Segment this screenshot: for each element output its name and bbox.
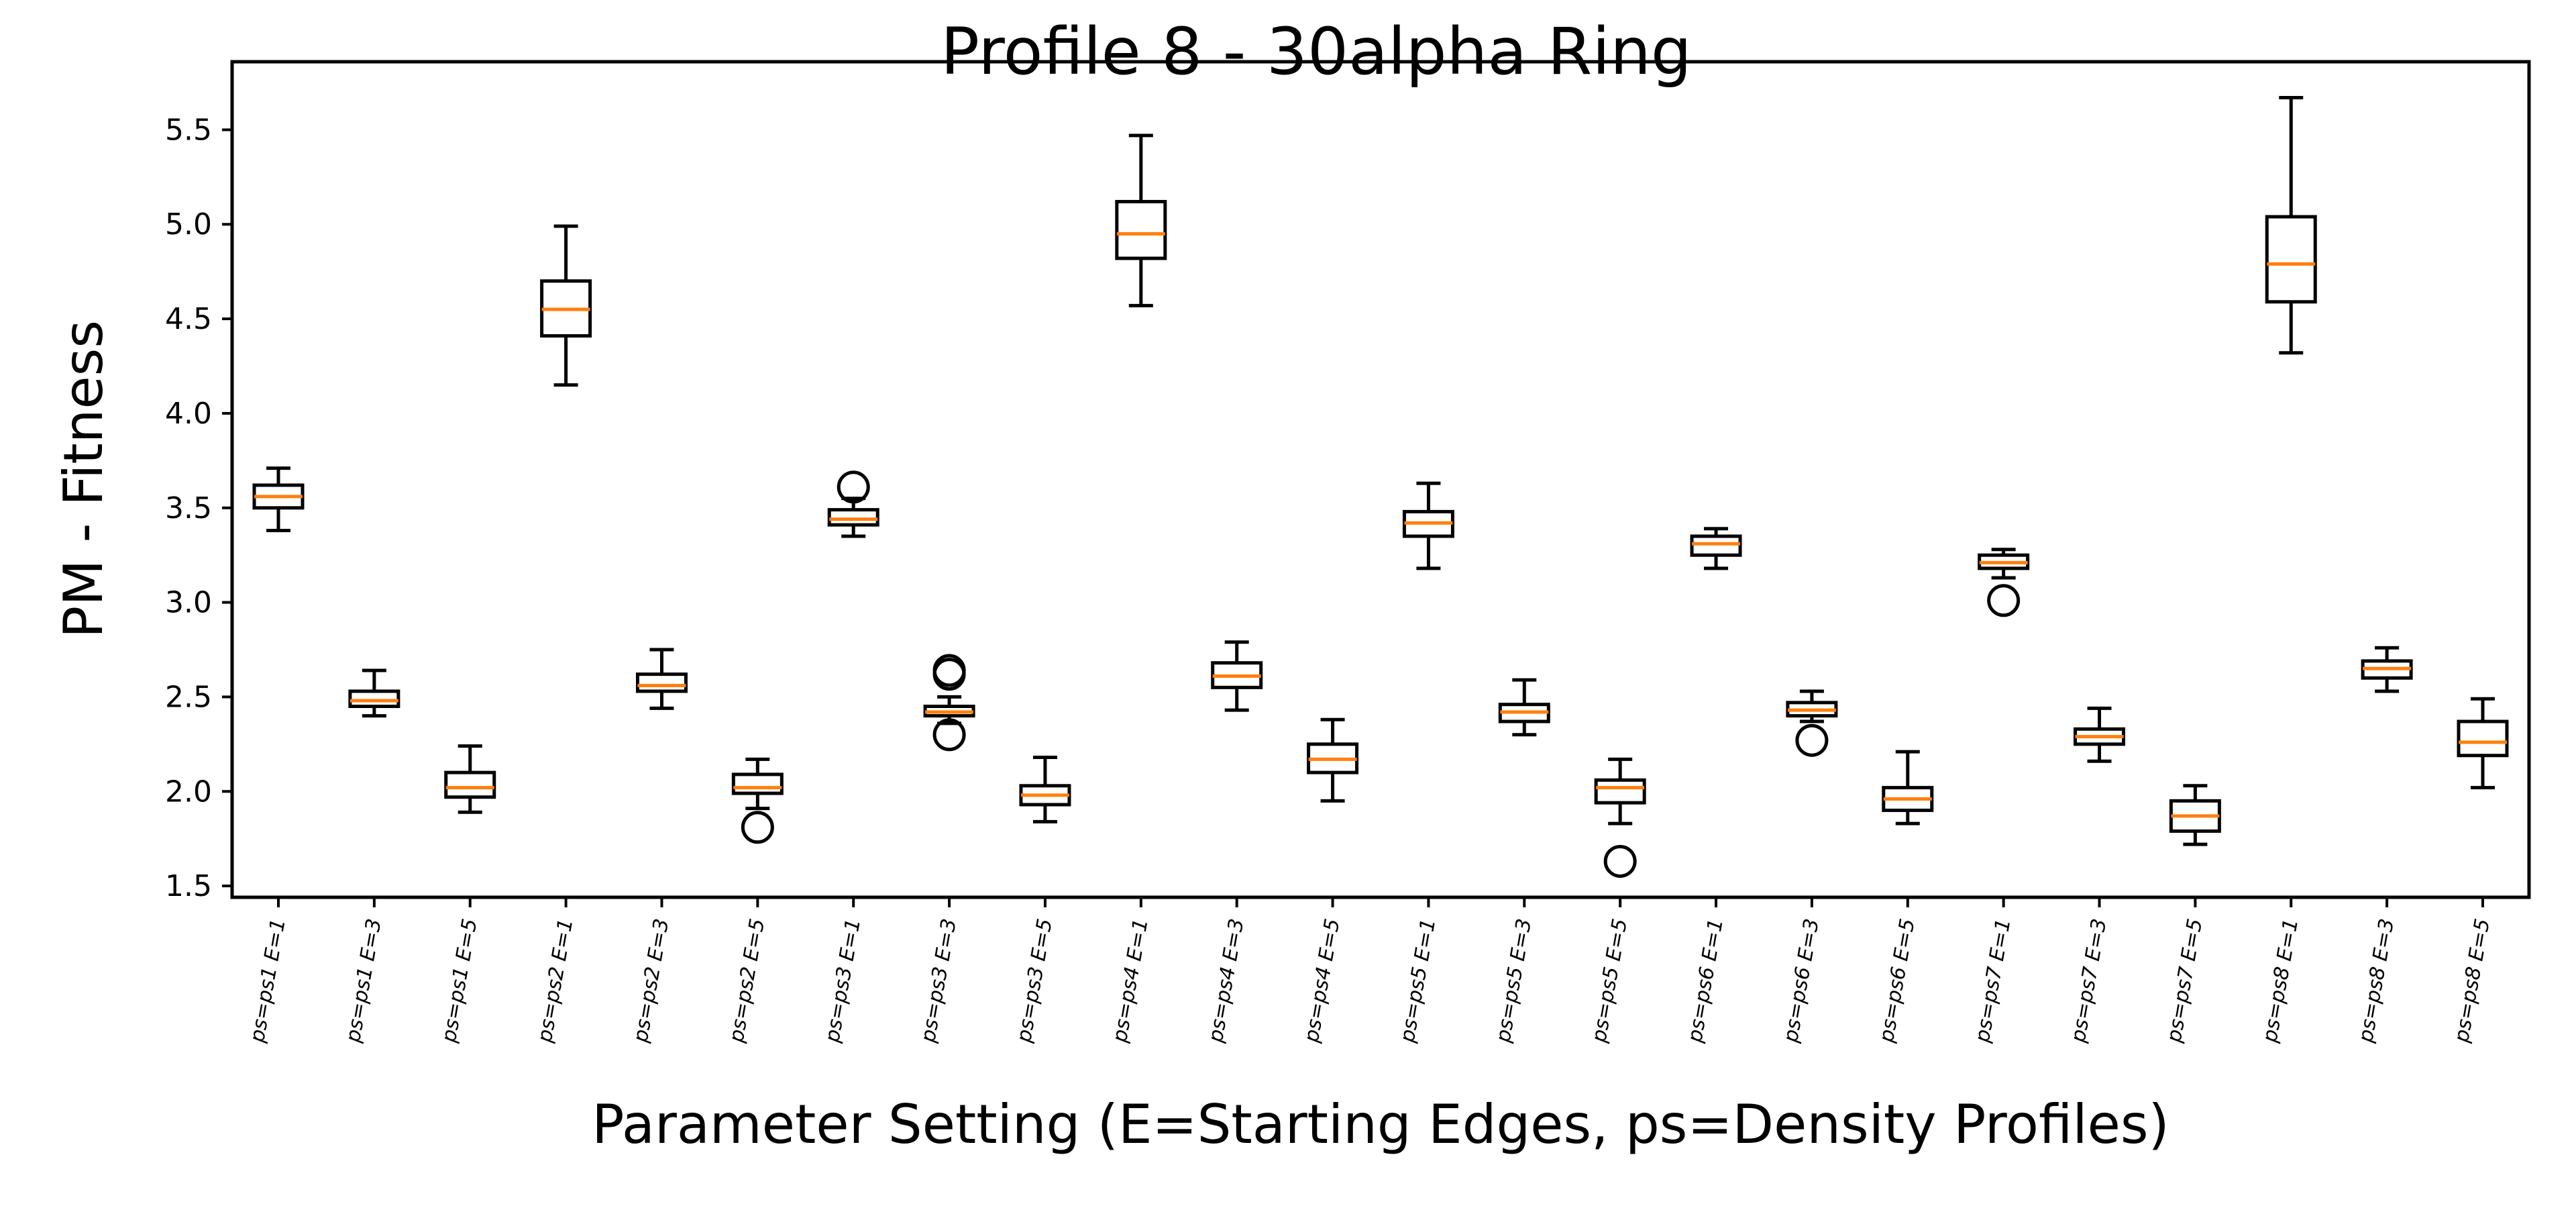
outlier-point: [837, 470, 870, 504]
x-axis-label: Parameter Setting (E=Starting Edges, ps=…: [592, 1093, 2169, 1156]
box-ps-ps8-e-5: [2457, 697, 2509, 790]
x-tick-label: ps=ps1 E=5: [437, 917, 482, 1045]
box-ps-ps5-e-5: [1594, 757, 1646, 878]
box-ps-ps5-e-1: [1402, 481, 1454, 570]
box-ps-ps3-e-5: [1019, 756, 1071, 823]
box-body: [827, 508, 879, 527]
box-body: [1115, 199, 1167, 260]
x-tick-label: ps=ps6 E=3: [1779, 917, 1824, 1045]
y-tick-label: 5.5: [165, 113, 212, 147]
box-body: [2457, 719, 2509, 758]
box-ps-ps1-e-1: [252, 466, 305, 533]
x-tick-label: ps=ps6 E=1: [1683, 917, 1728, 1045]
box-ps-ps1-e-3: [348, 668, 400, 718]
x-tick-label: ps=ps5 E=5: [1587, 917, 1632, 1045]
chart-marks: [252, 96, 2509, 878]
outlier-point: [932, 654, 966, 687]
box-ps-ps4-e-3: [1211, 640, 1263, 712]
box-body: [444, 770, 496, 799]
y-tick-label: 5.0: [165, 207, 212, 242]
box-body: [2265, 215, 2317, 304]
x-tick-label: ps=ps6 E=5: [1875, 917, 1920, 1045]
box-body: [635, 672, 688, 693]
x-tick-label: ps=ps3 E=5: [1012, 917, 1057, 1045]
x-tick-label: ps=ps5 E=3: [1491, 917, 1536, 1045]
x-tick-label: ps=ps1 E=1: [246, 917, 290, 1045]
y-tick-label: 2.5: [165, 680, 212, 714]
box-ps-ps3-e-1: [827, 470, 879, 538]
chart-title: Profile 8 - 30alpha Ring: [941, 14, 1692, 89]
x-tick-label: ps=ps7 E=3: [2066, 917, 2111, 1045]
box-ps-ps8-e-3: [2361, 646, 2413, 693]
x-tick-label: ps=ps2 E=1: [533, 917, 578, 1045]
box-ps-ps1-e-5: [444, 744, 496, 814]
outlier-point: [1795, 723, 1829, 757]
y-tick-label: 3.0: [165, 586, 212, 620]
x-tick-label: ps=ps1 E=3: [341, 917, 386, 1045]
box-body: [1594, 778, 1646, 805]
box-ps-ps7-e-3: [2074, 706, 2126, 763]
outlier-point: [1987, 584, 2021, 617]
x-tick-label: ps=ps3 E=1: [820, 917, 865, 1045]
y-tick-label: 4.5: [165, 302, 212, 336]
x-tick-label: ps=ps3 E=3: [916, 917, 961, 1045]
x-tick-label: ps=ps2 E=5: [724, 917, 769, 1045]
box-body: [1690, 534, 1742, 557]
box-ps-ps5-e-3: [1498, 678, 1550, 737]
outlier-point: [1603, 844, 1637, 878]
x-tick-label: ps=ps7 E=5: [2162, 917, 2207, 1045]
x-tick-label: ps=ps8 E=3: [2354, 917, 2399, 1045]
x-axis: ps=ps1 E=1 ps=ps1 E=3 ps=ps1 E=5 ps=ps2 E=1…: [246, 897, 2495, 1045]
x-tick-label: ps=ps8 E=5: [2450, 917, 2495, 1045]
y-axis-label: PM - Fitness: [52, 320, 115, 638]
box-ps-ps4-e-5: [1307, 717, 1359, 803]
y-tick-label: 4.0: [165, 397, 212, 431]
box-ps-ps2-e-1: [540, 224, 592, 387]
plot-frame: [230, 60, 2531, 899]
x-tick-label: ps=ps5 E=1: [1395, 917, 1440, 1045]
x-tick-label: ps=ps4 E=1: [1108, 917, 1153, 1045]
y-axis: 1.5 2.0 2.5 3.0 3.5 4.0 4.5 5.0 5.5: [165, 113, 232, 903]
outlier-point: [741, 811, 774, 844]
box-ps-ps2-e-5: [731, 757, 784, 844]
box-ps-ps2-e-3: [635, 648, 688, 710]
box-body: [348, 689, 400, 709]
box-ps-ps7-e-1: [1978, 548, 2030, 617]
box-ps-ps6-e-3: [1786, 689, 1838, 757]
box-ps-ps6-e-1: [1690, 527, 1742, 570]
x-tick-label: ps=ps7 E=1: [1971, 917, 2016, 1045]
x-tick-label: ps=ps4 E=5: [1299, 917, 1344, 1045]
box-ps-ps4-e-1: [1115, 134, 1167, 307]
box-ps-ps3-e-3: [923, 654, 975, 752]
box-ps-ps7-e-5: [2169, 784, 2221, 846]
box-ps-ps8-e-1: [2265, 96, 2317, 355]
x-tick-label: ps=ps4 E=3: [1204, 917, 1249, 1045]
box-body: [731, 772, 784, 795]
y-tick-label: 2.0: [165, 774, 212, 809]
outlier-point: [932, 718, 966, 752]
box-ps-ps6-e-5: [1882, 750, 1934, 825]
x-tick-label: ps=ps2 E=3: [629, 917, 674, 1045]
x-tick-label: ps=ps8 E=1: [2258, 917, 2303, 1045]
y-tick-label: 3.5: [165, 491, 212, 525]
y-tick-label: 1.5: [165, 869, 212, 903]
